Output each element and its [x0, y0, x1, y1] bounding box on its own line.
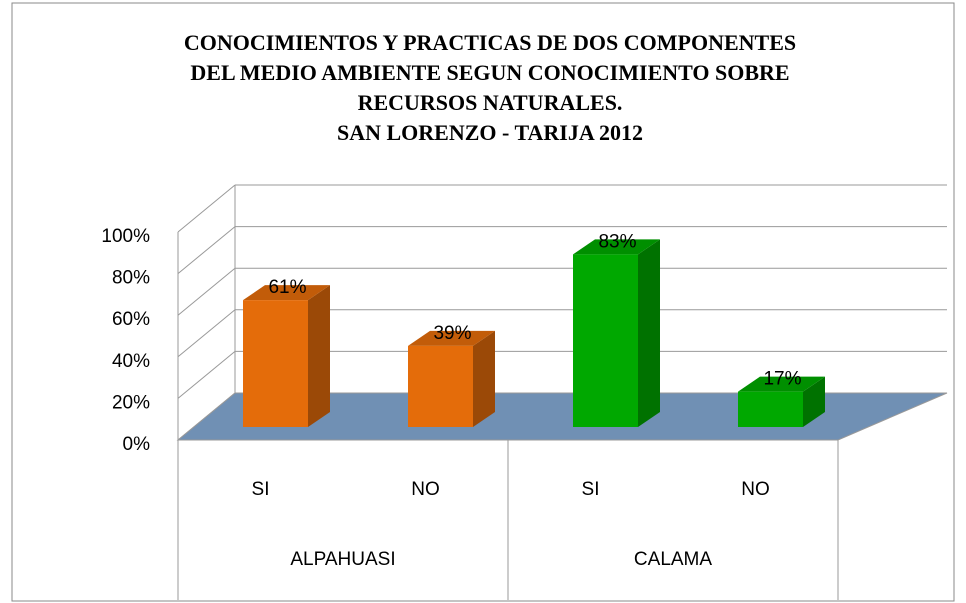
chart-title: CONOCIMIENTOS Y PRACTICAS DE DOS COMPONE… [184, 30, 796, 55]
bar [738, 391, 803, 427]
x-tick-label: NO [411, 479, 440, 500]
bar-side [638, 239, 660, 427]
y-tick-label: 60% [112, 309, 150, 330]
bar-side [803, 376, 825, 427]
bar-side [473, 330, 495, 427]
grid-line [177, 184, 236, 233]
bar-side [308, 285, 330, 427]
bar-top [408, 330, 495, 346]
bar-top [243, 285, 330, 301]
data-label: 39% [433, 323, 471, 344]
y-tick-label: 80% [112, 268, 150, 289]
y-tick-label: 40% [112, 351, 150, 372]
x-tick-label: SI [582, 479, 600, 500]
bar-top [738, 376, 825, 392]
x-tick-label: SI [252, 479, 270, 500]
data-label: 83% [598, 231, 636, 252]
chart-title: DEL MEDIO AMBIENTE SEGUN CONOCIMIENTO SO… [190, 60, 789, 85]
grid-line [177, 309, 236, 358]
y-tick-label: 100% [101, 226, 150, 247]
bar [243, 300, 308, 427]
chart-title: RECURSOS NATURALES. [358, 90, 623, 115]
grid-line [177, 351, 236, 399]
bar [408, 345, 473, 427]
group-label: CALAMA [634, 549, 712, 570]
bar [573, 254, 638, 427]
group-label: ALPAHUASI [290, 549, 395, 570]
bar-top [573, 239, 660, 255]
grid-line [177, 226, 236, 274]
x-tick-label: NO [741, 479, 770, 500]
y-tick-label: 20% [112, 392, 150, 413]
grid-line [177, 267, 236, 316]
data-label: 61% [268, 277, 306, 298]
y-tick-label: 0% [123, 434, 151, 455]
chart-title: SAN LORENZO - TARIJA 2012 [337, 120, 643, 145]
data-label: 17% [763, 369, 801, 390]
